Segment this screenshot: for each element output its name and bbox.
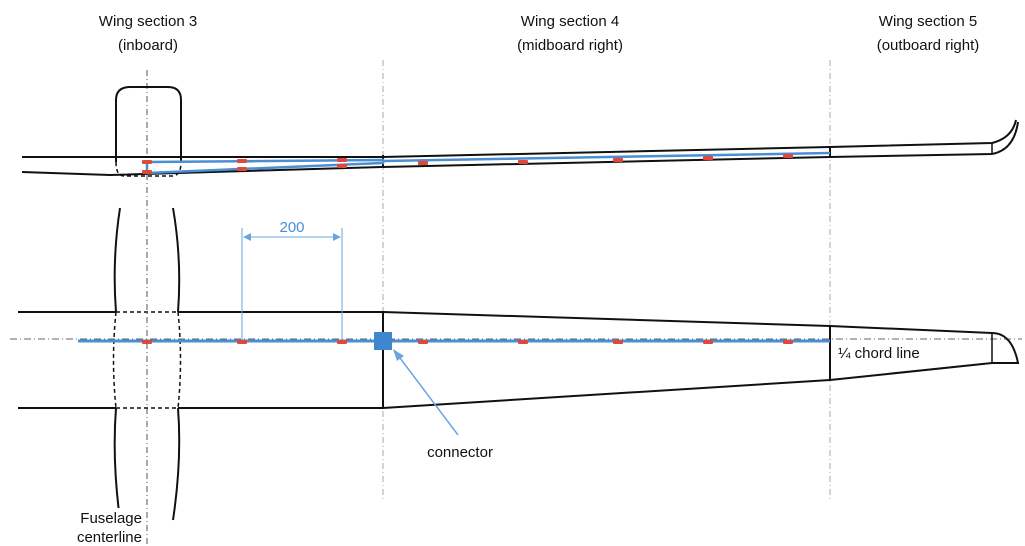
connector-block — [374, 332, 392, 350]
fuselage-left-side-upper — [113, 207, 121, 313]
connector-arrow-head — [393, 349, 404, 361]
connector-arrow-shaft — [396, 353, 459, 436]
plan-sensor — [613, 340, 623, 344]
front-sensor — [237, 167, 247, 171]
front-sensor — [518, 160, 528, 164]
section-4-title: Wing section 4 — [521, 13, 619, 30]
front-wing-bottom-inboard — [21, 166, 384, 177]
front-sensor — [703, 156, 713, 160]
plan-trailing-edge-midboard — [382, 379, 831, 409]
front-wing-top-outboard — [829, 119, 1017, 148]
fuselage-left-side-lower — [113, 407, 121, 521]
front-sensor — [783, 154, 793, 158]
fuselage-label-line2: centerline — [77, 529, 142, 546]
section-5-subtitle: (outboard right) — [877, 37, 980, 54]
plan-trailing-edge-outboard — [829, 362, 993, 381]
connector-label: connector — [427, 444, 493, 461]
section-3-title: Wing section 3 — [99, 13, 197, 30]
chord-line-label: ¼ chord line — [838, 345, 920, 362]
section-dividers — [382, 60, 831, 500]
front-sensor — [237, 159, 247, 163]
plan-wing-tip — [991, 332, 1020, 364]
front-view — [21, 86, 1019, 177]
plan-sensor — [237, 340, 247, 344]
fuselage-right-side-hidden — [177, 311, 182, 409]
section-4-subtitle: (midboard right) — [517, 37, 623, 54]
fuselage-label-backdrop — [76, 508, 144, 546]
front-sensor — [337, 164, 347, 168]
fuselage-left-side-hidden — [112, 311, 117, 409]
front-fuselage-outline — [115, 86, 182, 162]
fuselage-plan-hidden — [112, 311, 182, 409]
front-spar-outboard — [382, 151, 831, 163]
fuselage-right-side-lower — [172, 407, 181, 521]
front-sensor — [418, 161, 428, 165]
front-spar — [145, 151, 831, 175]
front-wing-bottom-midboard — [382, 156, 831, 168]
plan-sensor — [783, 340, 793, 344]
front-sensor — [613, 158, 623, 162]
front-sensor — [142, 170, 152, 174]
connector-arrow — [393, 349, 459, 436]
dimension-label: 200 — [279, 219, 304, 236]
front-wing-top-midboard — [382, 146, 831, 158]
fuselage-label-line1: Fuselage — [80, 510, 142, 527]
section-5-title: Wing section 5 — [879, 13, 977, 30]
plan-leading-edge-midboard — [382, 311, 831, 327]
section-3-subtitle: (inboard) — [118, 37, 178, 54]
dimension-arrow-left — [243, 233, 251, 241]
plan-sensors — [142, 340, 793, 344]
plan-sensor — [142, 340, 152, 344]
front-wing-bottom-outboard — [829, 121, 1019, 158]
front-fuselage-hidden-edge — [115, 161, 182, 177]
front-sensor — [142, 160, 152, 164]
fuselage-plan — [113, 207, 181, 521]
front-spar-inboard — [145, 158, 385, 175]
front-sensor — [337, 158, 347, 162]
plan-leading-edge-outboard — [829, 325, 993, 334]
plan-sensor — [337, 340, 347, 344]
plan-sensor — [703, 340, 713, 344]
plan-sensor — [418, 340, 428, 344]
plan-sensor — [518, 340, 528, 344]
fuselage-right-side-upper — [172, 207, 181, 313]
front-sensors — [142, 154, 793, 174]
dimension-200 — [241, 228, 343, 340]
wing-plan-outline — [18, 311, 1020, 409]
dimension-arrow-right — [333, 233, 341, 241]
